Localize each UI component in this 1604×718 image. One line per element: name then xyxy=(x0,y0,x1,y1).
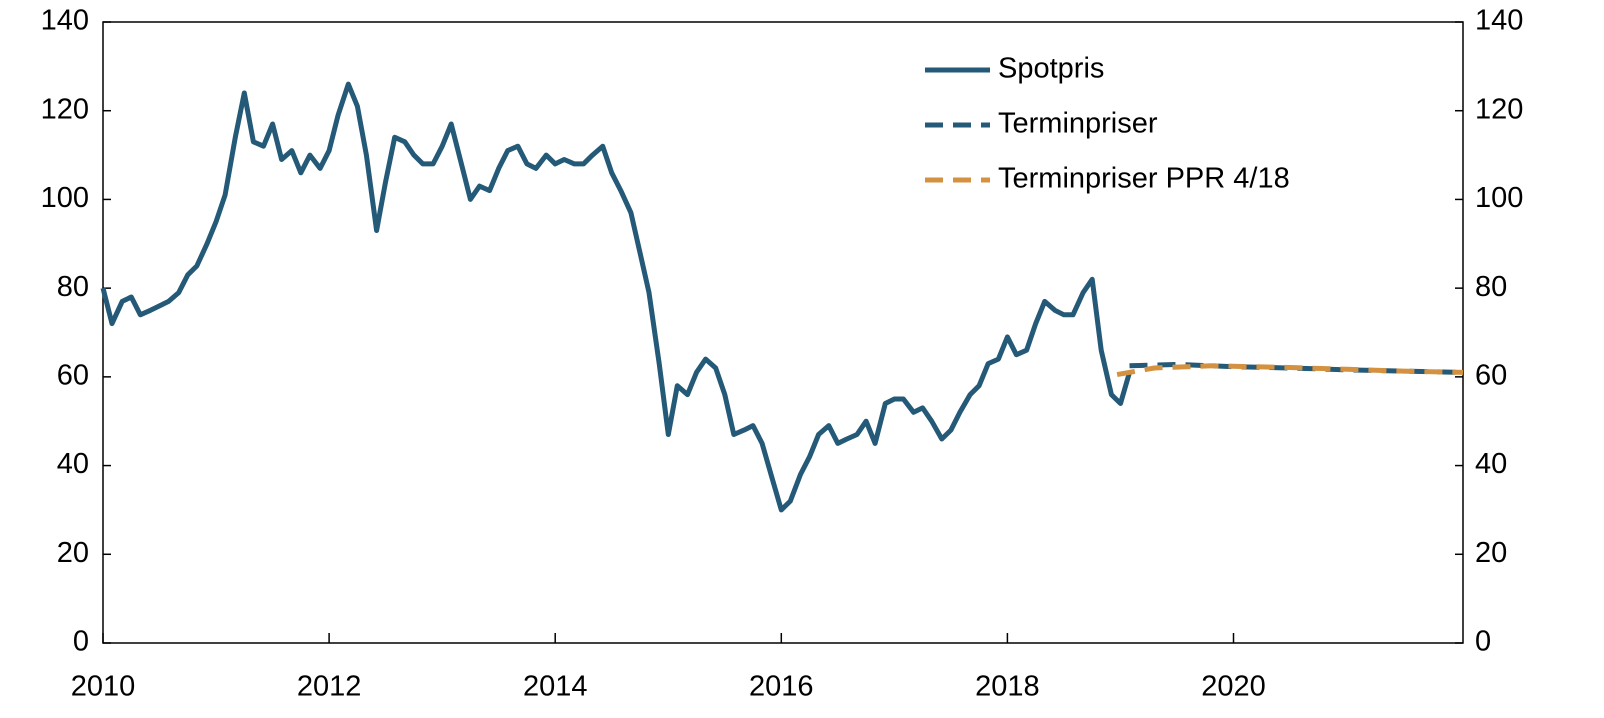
y2-tick-label: 120 xyxy=(1475,93,1523,125)
y2-tick-label: 0 xyxy=(1475,626,1491,658)
x-tick-label: 2010 xyxy=(71,671,136,703)
y-tick-label: 100 xyxy=(41,182,89,214)
plot-frame xyxy=(102,21,1464,644)
y-tick-label: 140 xyxy=(41,5,89,37)
legend-label: Spotpris xyxy=(998,53,1104,85)
y2-tick-label: 40 xyxy=(1475,448,1507,480)
x-tick-label: 2018 xyxy=(975,671,1040,703)
x-tick-label: 2016 xyxy=(749,671,814,703)
legend-label: Terminpriser PPR 4/18 xyxy=(998,163,1290,195)
y2-tick-label: 60 xyxy=(1475,360,1507,392)
y2-tick-label: 20 xyxy=(1475,537,1507,569)
y2-tick-label: 140 xyxy=(1475,5,1523,37)
y-tick-label: 40 xyxy=(57,448,89,480)
y2-tick-label: 80 xyxy=(1475,271,1507,303)
y-tick-label: 0 xyxy=(73,626,89,658)
y2-tick-label: 100 xyxy=(1475,182,1523,214)
series-line xyxy=(1116,363,1464,378)
series-line xyxy=(100,81,1132,513)
y-tick-label: 120 xyxy=(41,93,89,125)
legend-label: Terminpriser xyxy=(998,108,1158,140)
y-tick-label: 80 xyxy=(57,271,89,303)
x-tick-label: 2014 xyxy=(523,671,588,703)
y-tick-label: 20 xyxy=(57,537,89,569)
x-tick-label: 2012 xyxy=(297,671,362,703)
y-tick-label: 60 xyxy=(57,360,89,392)
x-tick-label: 2020 xyxy=(1201,671,1266,703)
